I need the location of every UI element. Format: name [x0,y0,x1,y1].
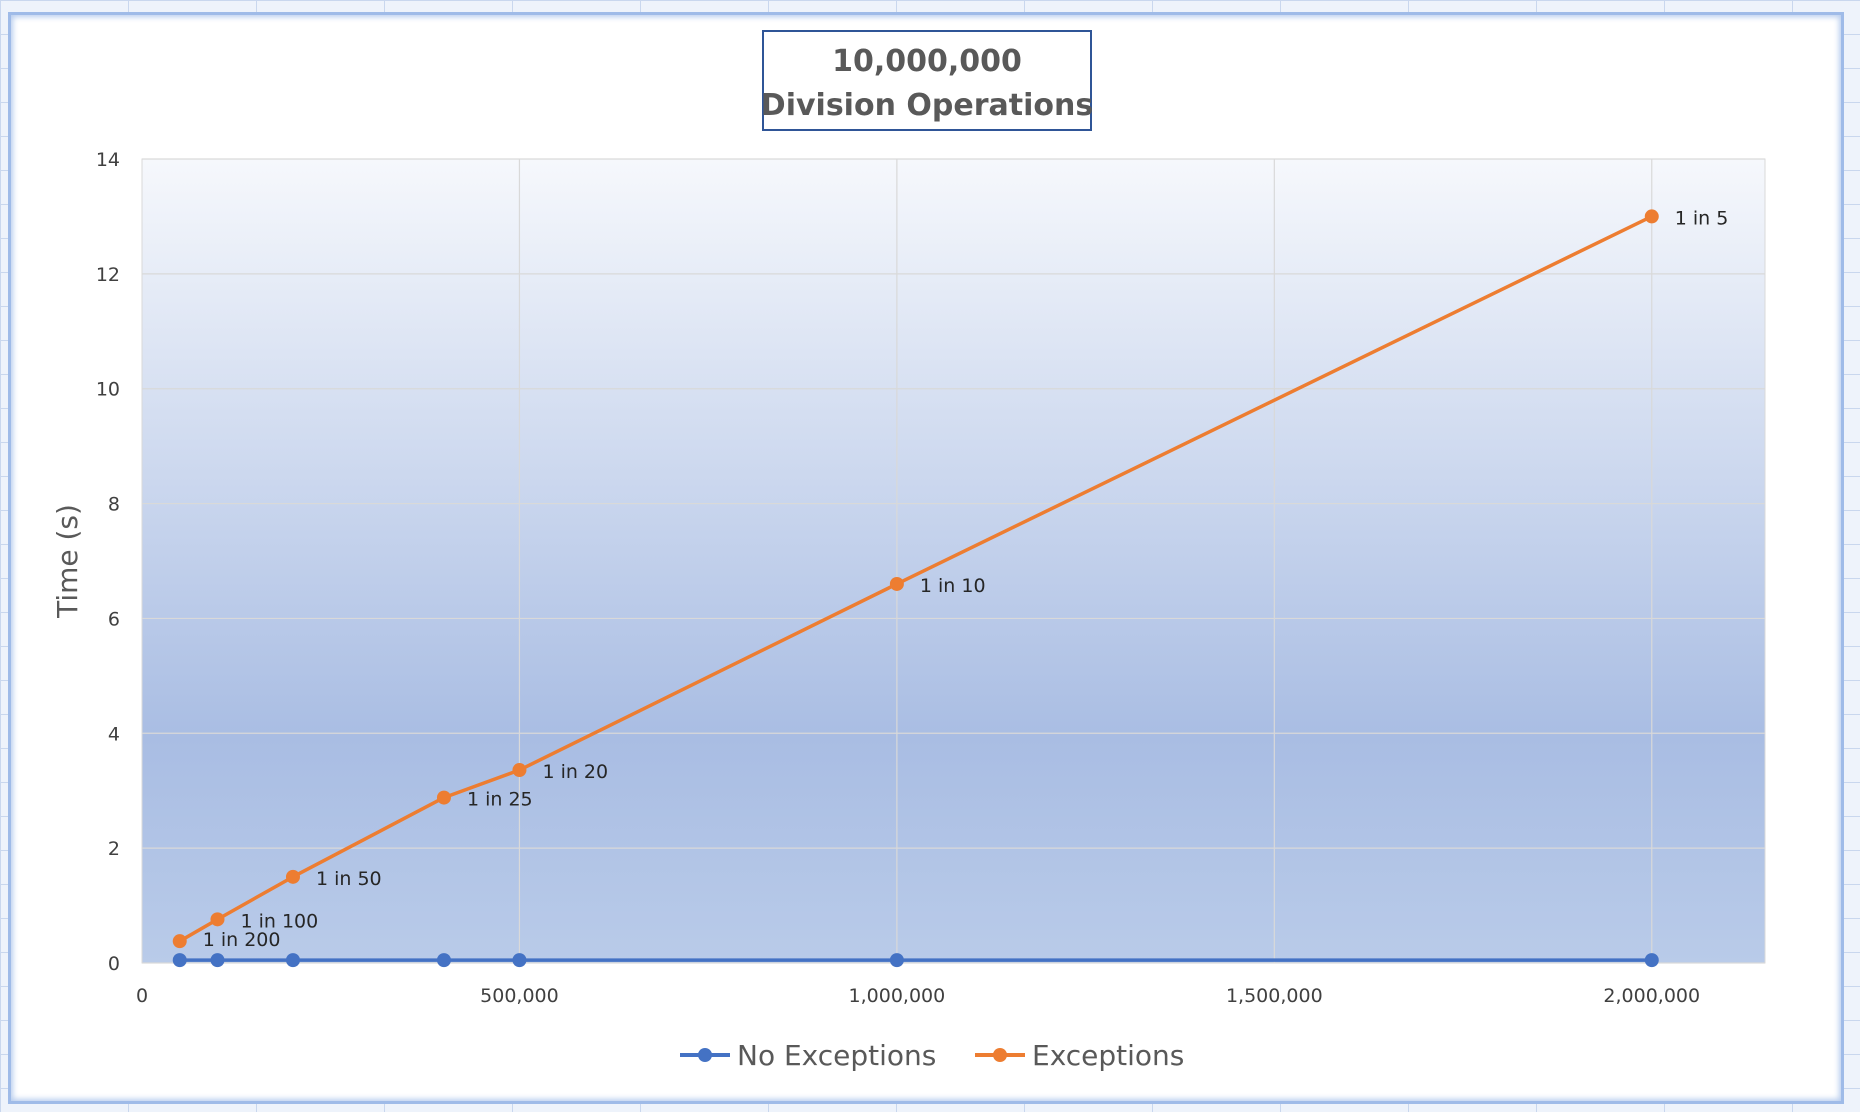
legend-label-exceptions: Exceptions [1032,1039,1184,1072]
legend-marker-no-exceptions [698,1048,712,1062]
legend[interactable]: No Exceptions Exceptions [680,1039,1184,1072]
data-label: 1 in 10 [920,575,986,597]
y-axis-title: Time (s) [51,504,84,619]
chart-title-line-2: Division Operations [761,88,1093,123]
data-point[interactable] [285,869,300,884]
x-tick-label: 0 [136,985,148,1007]
y-tick-label: 10 [96,379,120,401]
data-point[interactable] [1644,953,1659,968]
data-point[interactable] [172,953,187,968]
y-tick-label: 2 [108,838,120,860]
data-label: 1 in 25 [467,789,533,811]
gridlines [142,158,1765,964]
y-tick-label: 0 [108,953,120,975]
data-point[interactable] [210,912,225,927]
x-tick-label: 500,000 [480,985,559,1007]
x-tick-label: 1,000,000 [849,985,946,1007]
data-point[interactable] [285,953,300,968]
legend-label-no-exceptions: No Exceptions [737,1039,936,1072]
x-tick-label: 1,500,000 [1226,985,1323,1007]
y-tick-label: 8 [108,494,120,516]
data-label: 1 in 200 [203,929,281,951]
data-label: 1 in 5 [1675,207,1729,229]
data-label: 1 in 20 [542,761,608,783]
data-point[interactable] [172,934,187,949]
chart-title-box[interactable] [762,30,1092,131]
y-tick-label: 4 [108,723,120,745]
data-label: 1 in 100 [240,910,318,932]
legend-marker-exceptions [993,1048,1007,1062]
y-tick-label: 14 [96,149,120,171]
data-point[interactable] [436,953,451,968]
data-point[interactable] [512,763,527,778]
y-tick-label: 6 [108,608,120,630]
y-tick-label: 12 [96,264,120,286]
data-label: 1 in 50 [316,868,382,890]
data-point[interactable] [210,953,225,968]
data-point[interactable] [1644,209,1659,224]
data-point[interactable] [436,790,451,805]
data-point[interactable] [512,953,527,968]
y-axis-tick-labels: 0 2 4 6 8 10 12 14 [96,149,120,975]
data-point[interactable] [889,576,904,591]
x-axis-tick-labels: 0 500,000 1,000,000 1,500,000 2,000,000 [136,985,1700,1007]
data-point[interactable] [889,953,904,968]
x-tick-label: 2,000,000 [1603,985,1700,1007]
chart-title-line-1: 10,000,000 [832,44,1022,79]
